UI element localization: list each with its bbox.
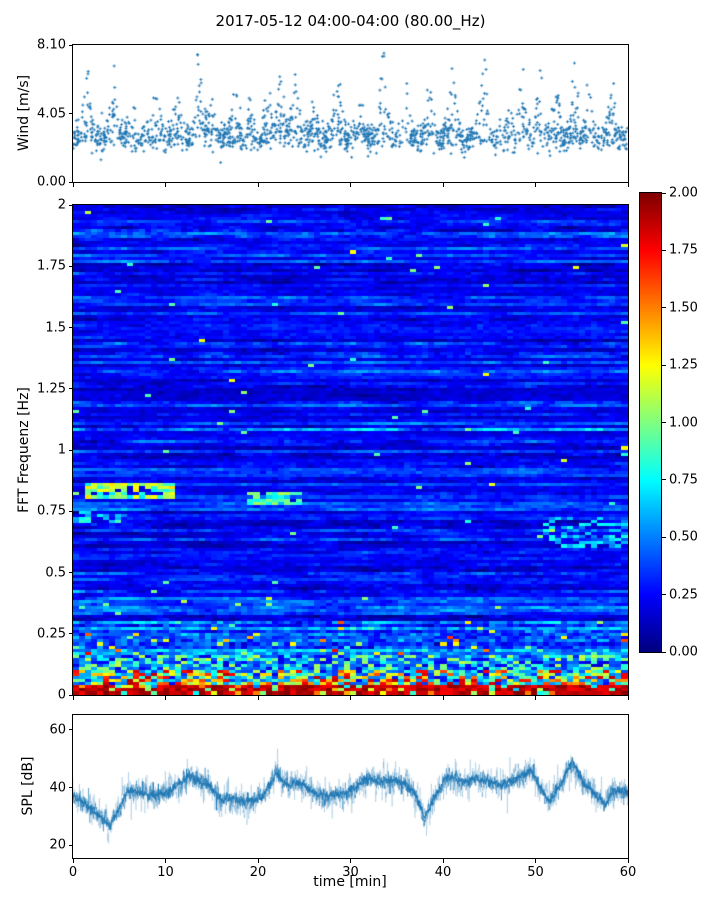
tick-mark	[165, 859, 166, 863]
time-xlabel: time [min]	[313, 874, 387, 890]
tick-mark	[69, 633, 73, 635]
tick-mark	[257, 183, 259, 187]
tick-mark	[165, 696, 166, 700]
tick-mark	[69, 729, 73, 731]
tick-mark	[662, 249, 666, 251]
tick-mark	[69, 510, 73, 512]
wind-ytick-label: 8.10	[37, 37, 66, 53]
tick-mark	[257, 859, 259, 863]
tick-mark	[72, 183, 74, 187]
spl-ylabel: SPL [dB]	[20, 756, 36, 816]
tick-mark	[627, 183, 629, 187]
tick-mark	[535, 859, 536, 863]
spl-xtick-label: 20	[249, 865, 267, 880]
fft-spectrogram-heatmap	[73, 205, 628, 695]
colorbar	[639, 192, 662, 653]
colorbar-tick-label: 0.50	[669, 529, 698, 545]
spectrogram-ytick-label: 1.75	[37, 258, 66, 274]
spectrogram-ytick-label: 1.5	[45, 320, 66, 335]
tick-mark	[662, 594, 666, 596]
wind-ylabel: Wind [m/s]	[16, 74, 32, 152]
tick-mark	[69, 694, 73, 696]
spectrogram-ytick-label: 0	[57, 687, 66, 703]
tick-mark	[72, 696, 74, 700]
tick-mark	[69, 265, 73, 267]
spectrogram-ytick-label: 0.5	[45, 565, 66, 580]
tick-mark	[69, 44, 73, 46]
tick-mark	[442, 696, 444, 700]
tick-mark	[69, 113, 73, 114]
spl-line-axes	[72, 714, 629, 859]
tick-mark	[350, 696, 351, 700]
tick-mark	[535, 183, 536, 187]
tick-mark	[535, 696, 536, 700]
tick-mark	[69, 181, 73, 183]
colorbar-gradient	[640, 193, 661, 652]
tick-mark	[69, 327, 73, 328]
tick-mark	[662, 536, 666, 538]
spl-ytick-label: 40	[49, 780, 66, 795]
spl-xtick-label: 50	[527, 865, 544, 880]
spl-xtick-label: 30	[342, 865, 359, 880]
tick-mark	[662, 192, 666, 194]
spl-ytick-label: 60	[49, 722, 66, 738]
spectrogram-ytick-label: 1	[57, 442, 66, 458]
tick-mark	[350, 183, 351, 187]
tick-mark	[662, 307, 666, 309]
spectrogram-ytick-label: 2	[57, 197, 66, 213]
spl-xtick-label: 40	[434, 865, 452, 880]
spl-xtick-label: 0	[68, 865, 78, 880]
tick-mark	[662, 651, 666, 653]
tick-mark	[442, 859, 444, 863]
tick-mark	[442, 183, 444, 187]
tick-mark	[662, 479, 666, 481]
wind-scatter-axes	[72, 44, 629, 183]
wind-ytick-label: 0.00	[37, 174, 66, 190]
colorbar-tick-label: 1.00	[669, 415, 698, 430]
tick-mark	[165, 183, 166, 187]
tick-mark	[662, 364, 666, 366]
tick-mark	[69, 204, 73, 206]
spl-xtick-label: 10	[157, 865, 174, 880]
tick-mark	[69, 787, 73, 788]
tick-mark	[627, 696, 629, 700]
colorbar-tick-label: 0.25	[669, 587, 698, 603]
colorbar-tick-label: 0.75	[669, 472, 698, 488]
colorbar-tick-label: 0.00	[669, 644, 698, 660]
colorbar-tick-label: 2.00	[669, 185, 698, 201]
wind-scatter-plot	[73, 45, 628, 182]
spectrogram-ytick-label: 1.25	[37, 381, 66, 397]
tick-mark	[662, 422, 666, 423]
colorbar-tick-label: 1.75	[669, 242, 698, 258]
tick-mark	[69, 388, 73, 390]
colorbar-tick-label: 1.50	[669, 300, 698, 316]
spl-xtick-label: 60	[619, 865, 637, 880]
tick-mark	[627, 859, 629, 863]
spectrogram-ytick-label: 0.75	[37, 503, 66, 519]
colorbar-tick-label: 1.25	[669, 357, 698, 373]
tick-mark	[69, 572, 73, 573]
fft-ylabel: FFT Frequenz [Hz]	[16, 387, 32, 513]
spectrogram-ytick-label: 0.25	[37, 626, 66, 642]
spectrogram-axes	[72, 204, 629, 696]
tick-mark	[350, 859, 351, 863]
figure-title: 2017-05-12 04:00-04:00 (80.00_Hz)	[215, 12, 486, 30]
wind-ytick-label: 4.05	[37, 106, 66, 121]
tick-mark	[257, 696, 259, 700]
tick-mark	[69, 449, 73, 451]
spl-line-plot	[73, 715, 628, 858]
spl-ytick-label: 20	[49, 837, 66, 853]
tick-mark	[69, 844, 73, 846]
tick-mark	[72, 859, 74, 863]
